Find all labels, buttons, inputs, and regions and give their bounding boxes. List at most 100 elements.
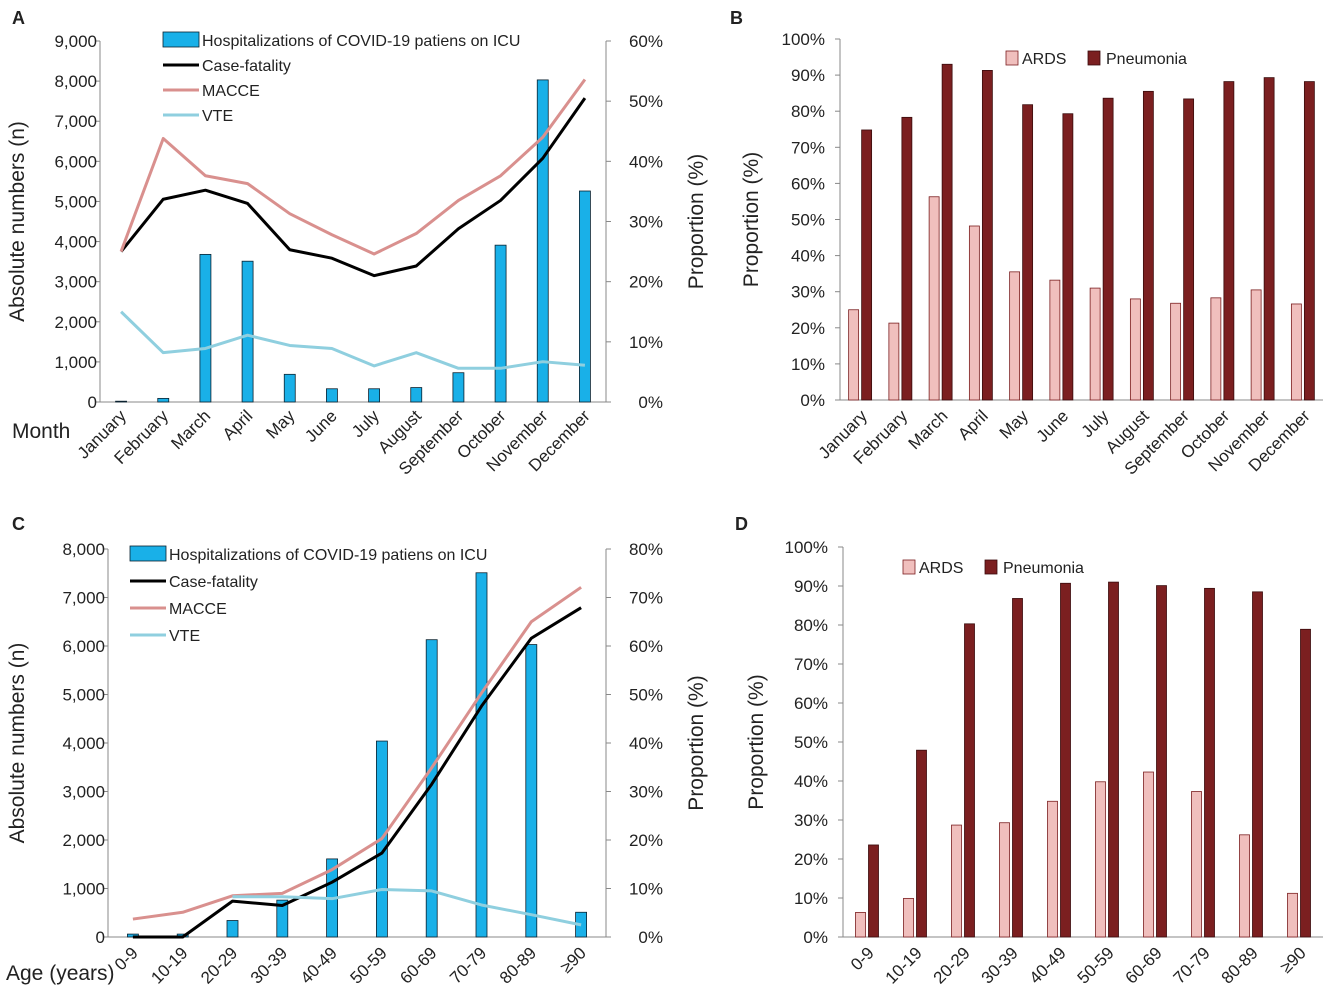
right-tick-label: 20% bbox=[629, 273, 663, 292]
y-tick-label: 60% bbox=[791, 174, 825, 193]
right-tick-label: 40% bbox=[629, 152, 663, 171]
right-tick-label: 80% bbox=[629, 540, 663, 559]
x-tick-label: 0-9 bbox=[111, 943, 142, 974]
right-tick-label: 40% bbox=[629, 734, 663, 753]
pneumonia-bar bbox=[1142, 90, 1154, 401]
hospitalization-bar bbox=[536, 79, 549, 403]
x-axis-title: Age (years) bbox=[6, 962, 115, 985]
panel-letter: B bbox=[730, 8, 743, 28]
y-tick-label: 40% bbox=[791, 247, 825, 266]
x-tick-label: 10-19 bbox=[147, 943, 191, 987]
y-axis-title: Proportion (%) bbox=[740, 152, 763, 287]
x-tick-label: 80-89 bbox=[496, 943, 540, 987]
hospitalization-bar bbox=[425, 639, 438, 938]
pneumonia-bar bbox=[1263, 77, 1275, 401]
pneumonia-bar bbox=[1300, 628, 1311, 938]
left-axis-title: Absolute numbers (n) bbox=[6, 121, 29, 322]
x-tick-label: 50-59 bbox=[1074, 943, 1118, 987]
ards-bar bbox=[1089, 287, 1101, 401]
left-axis-title: Absolute numbers (n) bbox=[6, 643, 29, 844]
macce-line bbox=[132, 586, 582, 921]
left-tick-label: 5,000 bbox=[62, 686, 105, 705]
left-tick-label: 7,000 bbox=[54, 112, 97, 131]
left-tick-label: 3,000 bbox=[62, 783, 105, 802]
pneumonia-bar bbox=[1012, 598, 1023, 938]
x-tick-label: April bbox=[954, 406, 991, 443]
y-tick-label: 90% bbox=[794, 577, 828, 596]
ards-bar bbox=[999, 822, 1010, 938]
ards-bar bbox=[928, 196, 940, 401]
left-tick-label: 8,000 bbox=[54, 72, 97, 91]
pneumonia-bar bbox=[1062, 113, 1074, 401]
x-tick-label: 50-59 bbox=[347, 943, 391, 987]
hospitalization-bar bbox=[276, 899, 289, 938]
pneumonia-bar bbox=[941, 63, 953, 401]
ards-bar bbox=[903, 897, 914, 938]
legend-label: Case-fatality bbox=[202, 58, 291, 75]
ards-bar bbox=[855, 912, 866, 938]
ards-bar bbox=[1143, 771, 1154, 938]
panel-d: D 0% 10% 20% 30% 40% 50% 60% 70% 80% 90% 100% Propor… bbox=[735, 514, 1323, 988]
left-tick-label: 0 bbox=[88, 393, 97, 412]
pneumonia-bar bbox=[868, 844, 879, 938]
pneumonia-bar bbox=[901, 116, 913, 401]
hospitalization-bar bbox=[410, 387, 423, 403]
x-tick-label: 60-69 bbox=[396, 943, 440, 987]
right-tick-label: 0% bbox=[638, 393, 663, 412]
legend-label: ARDS bbox=[1022, 51, 1066, 68]
pneumonia-bar bbox=[1022, 104, 1034, 401]
hospitalization-bar bbox=[241, 260, 254, 403]
pneumonia-bar bbox=[964, 623, 975, 938]
y-tick-label: 50% bbox=[794, 733, 828, 752]
x-tick-label: 70-79 bbox=[1170, 943, 1214, 987]
vte-line bbox=[232, 887, 582, 927]
left-tick-label: 8,000 bbox=[62, 540, 105, 559]
y-tick-label: 40% bbox=[794, 772, 828, 791]
pneumonia-bar bbox=[916, 749, 927, 938]
legend-label: Pneumonia bbox=[1003, 560, 1084, 577]
y-axis-title: Proportion (%) bbox=[745, 674, 768, 809]
left-tick-label: 7,000 bbox=[62, 589, 105, 608]
hospitalization-bar bbox=[115, 400, 127, 403]
x-tick-label: 20-29 bbox=[930, 943, 974, 987]
pneumonia-bar bbox=[1223, 81, 1235, 401]
hospitalization-bar bbox=[326, 388, 338, 403]
hospitalization-bar bbox=[199, 253, 212, 403]
y-tick-label: 10% bbox=[791, 355, 825, 374]
right-tick-label: 60% bbox=[629, 32, 663, 51]
panel-b: B 0% 10% 20% 30% 40% 50% 60% 70% 80% 90% 100% Propor… bbox=[730, 8, 1323, 479]
y-tick-label: 10% bbox=[794, 889, 828, 908]
x-axis-title: Month bbox=[12, 420, 70, 443]
ards-bar bbox=[1009, 271, 1021, 401]
vte-line bbox=[120, 310, 586, 370]
ards-bar bbox=[1191, 791, 1202, 938]
x-tick-label: March bbox=[167, 406, 214, 453]
pneumonia-bar bbox=[861, 129, 873, 401]
x-tick-label: May bbox=[262, 406, 298, 442]
hospitalization-bar bbox=[226, 920, 239, 938]
case-fatality-line bbox=[132, 606, 582, 939]
legend-swatch-pneumonia bbox=[984, 559, 998, 575]
x-tick-label: July bbox=[348, 406, 383, 441]
x-tick-label: 70-79 bbox=[446, 943, 490, 987]
hospitalization-bar bbox=[475, 572, 488, 938]
pneumonia-bar bbox=[1108, 581, 1119, 938]
right-tick-label: 20% bbox=[629, 831, 663, 850]
y-tick-label: 60% bbox=[794, 694, 828, 713]
hospitalization-bar bbox=[283, 373, 296, 403]
right-tick-label: 60% bbox=[629, 637, 663, 656]
x-tick-label: 20-29 bbox=[197, 943, 241, 987]
hospitalization-bar bbox=[157, 397, 170, 403]
y-tick-label: 90% bbox=[791, 66, 825, 85]
x-tick-label: June bbox=[301, 406, 341, 446]
ards-bar bbox=[1287, 892, 1298, 938]
left-tick-label: 0 bbox=[96, 928, 105, 947]
legend-label: VTE bbox=[202, 108, 233, 125]
y-tick-label: 80% bbox=[791, 102, 825, 121]
right-tick-label: 50% bbox=[629, 686, 663, 705]
legend-label: MACCE bbox=[169, 601, 227, 618]
y-tick-label: 70% bbox=[794, 655, 828, 674]
x-tick-label: June bbox=[1033, 406, 1073, 446]
y-tick-label: 30% bbox=[794, 811, 828, 830]
